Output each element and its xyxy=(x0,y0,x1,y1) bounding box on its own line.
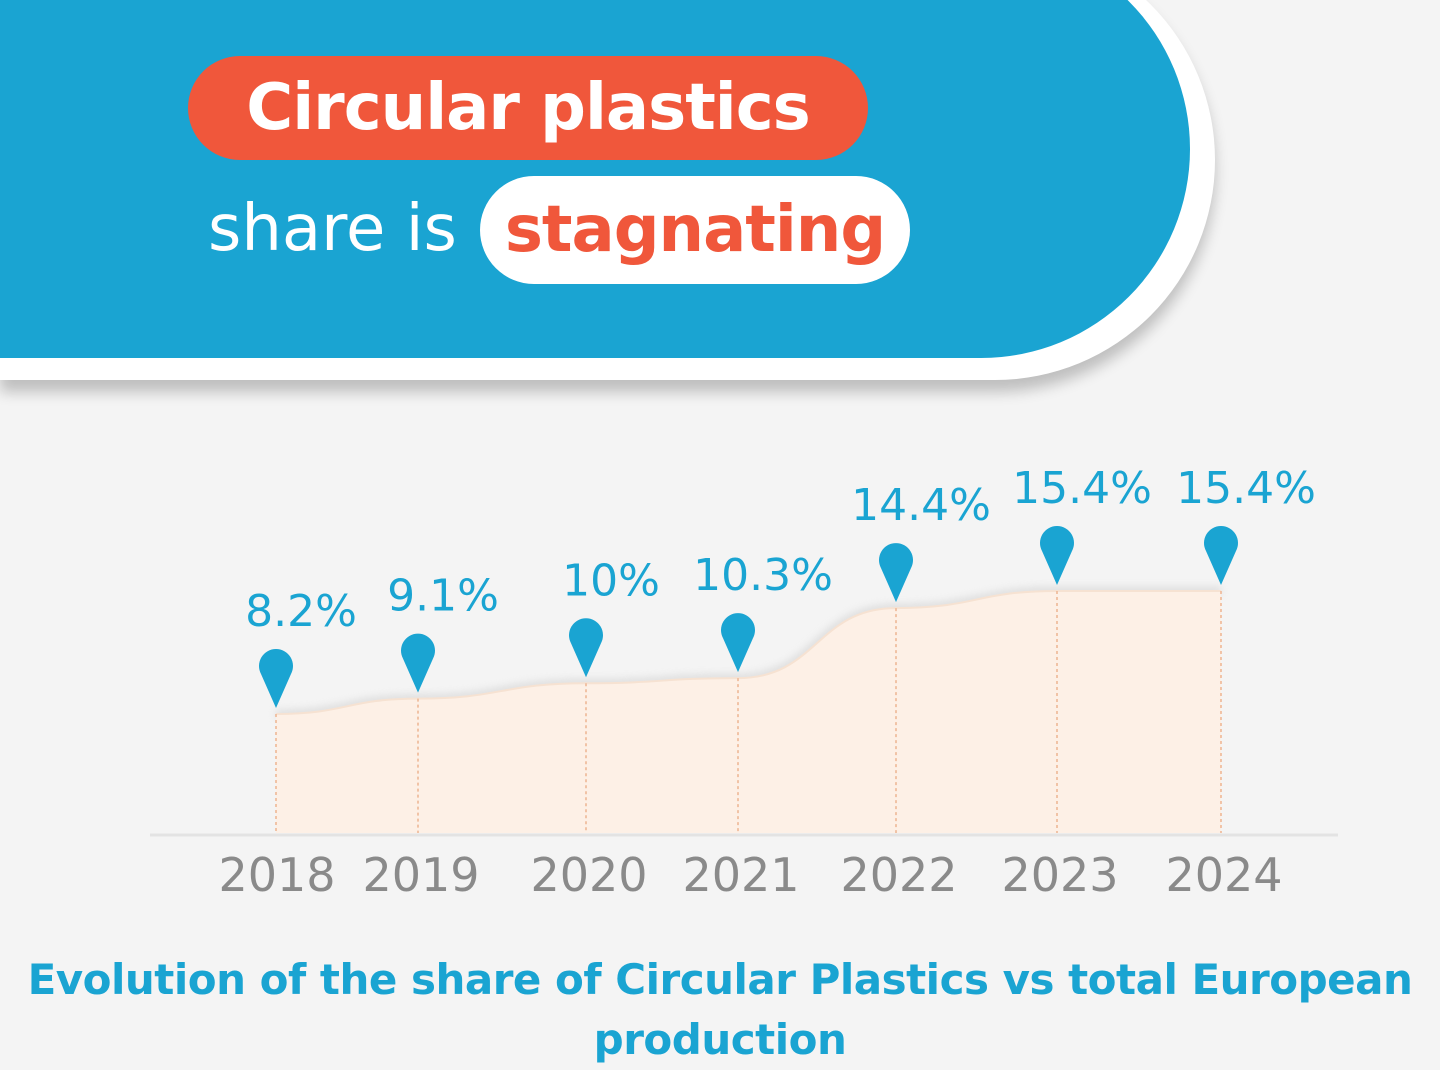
subtitle-prefix: share is xyxy=(208,192,457,266)
x-tick-label-2018: 2018 xyxy=(218,848,335,902)
data-label-2020: 10% xyxy=(562,555,660,606)
data-label-2022: 14.4% xyxy=(851,480,991,531)
data-label-2018: 8.2% xyxy=(245,586,357,637)
title-pill: Circular plastics xyxy=(188,56,868,160)
area-fill xyxy=(276,591,1221,833)
data-label-2021: 10.3% xyxy=(693,550,833,601)
area-chart: 8.2% 2018 9.1% 2019 10% 2020 10.3% 2021 14.4% 202… xyxy=(150,463,1338,902)
marker-pin-2020 xyxy=(569,618,603,678)
x-tick-label-2020: 2020 xyxy=(530,848,647,902)
page-title: Circular plastics xyxy=(246,71,811,145)
data-label-2019: 9.1% xyxy=(387,571,499,622)
x-tick-label-2023: 2023 xyxy=(1001,848,1118,902)
subtitle-highlight: stagnating xyxy=(504,193,886,267)
marker-pin-2024 xyxy=(1204,525,1238,585)
marker-pin-2022 xyxy=(878,543,913,603)
chart-caption: Evolution of the share of Circular Plast… xyxy=(27,955,1413,1064)
data-label-2024: 15.4% xyxy=(1176,463,1316,514)
data-label-2023: 15.4% xyxy=(1012,463,1152,514)
marker-pin-2018 xyxy=(259,649,294,708)
marker-pin-2023 xyxy=(1040,526,1074,585)
x-tick-label-2024: 2024 xyxy=(1165,848,1282,902)
x-tick-label-2019: 2019 xyxy=(362,848,479,902)
subtitle-highlight-pill: stagnating xyxy=(480,176,910,284)
marker-pin-2019 xyxy=(401,633,435,693)
marker-pin-2021 xyxy=(721,613,755,673)
x-tick-label-2021: 2021 xyxy=(682,848,799,902)
x-tick-label-2022: 2022 xyxy=(840,848,957,902)
